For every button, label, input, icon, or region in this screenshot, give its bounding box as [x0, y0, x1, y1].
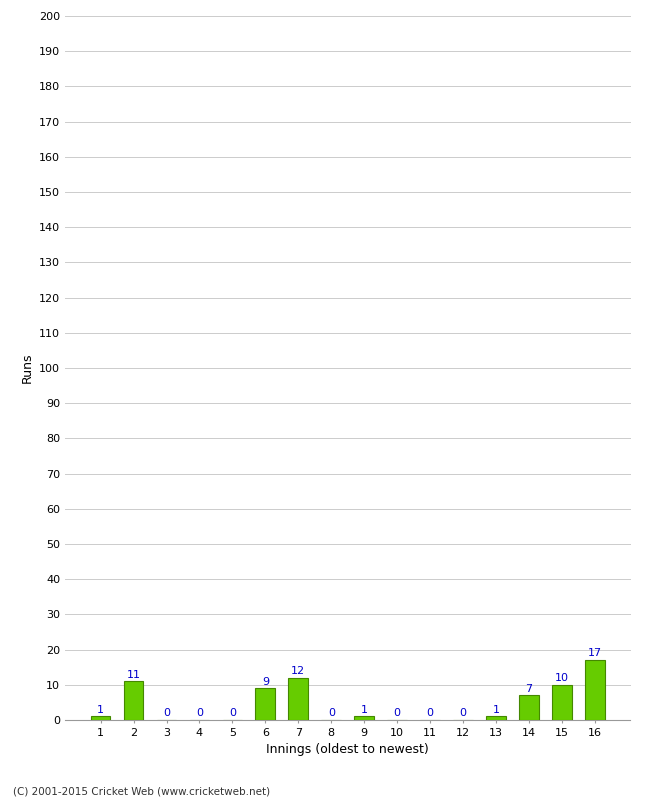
Bar — [486, 717, 506, 720]
Bar — [289, 678, 308, 720]
Y-axis label: Runs: Runs — [20, 353, 33, 383]
Text: 1: 1 — [97, 705, 104, 714]
Bar — [585, 660, 604, 720]
Text: 0: 0 — [163, 708, 170, 718]
Text: 0: 0 — [460, 708, 467, 718]
Bar — [124, 682, 144, 720]
Text: (C) 2001-2015 Cricket Web (www.cricketweb.net): (C) 2001-2015 Cricket Web (www.cricketwe… — [13, 786, 270, 796]
Text: 10: 10 — [555, 673, 569, 683]
Bar — [91, 717, 111, 720]
Text: 0: 0 — [426, 708, 434, 718]
Text: 1: 1 — [361, 705, 368, 714]
Text: 12: 12 — [291, 666, 305, 676]
Bar — [255, 688, 275, 720]
Text: 11: 11 — [127, 670, 140, 679]
Text: 7: 7 — [525, 683, 532, 694]
Text: 1: 1 — [493, 705, 500, 714]
Text: 9: 9 — [262, 677, 269, 686]
Bar — [354, 717, 374, 720]
Text: 0: 0 — [196, 708, 203, 718]
Text: 0: 0 — [394, 708, 400, 718]
Text: 17: 17 — [588, 648, 602, 658]
Text: 0: 0 — [328, 708, 335, 718]
Bar — [519, 695, 539, 720]
Bar — [552, 685, 572, 720]
X-axis label: Innings (oldest to newest): Innings (oldest to newest) — [266, 743, 429, 756]
Text: 0: 0 — [229, 708, 236, 718]
